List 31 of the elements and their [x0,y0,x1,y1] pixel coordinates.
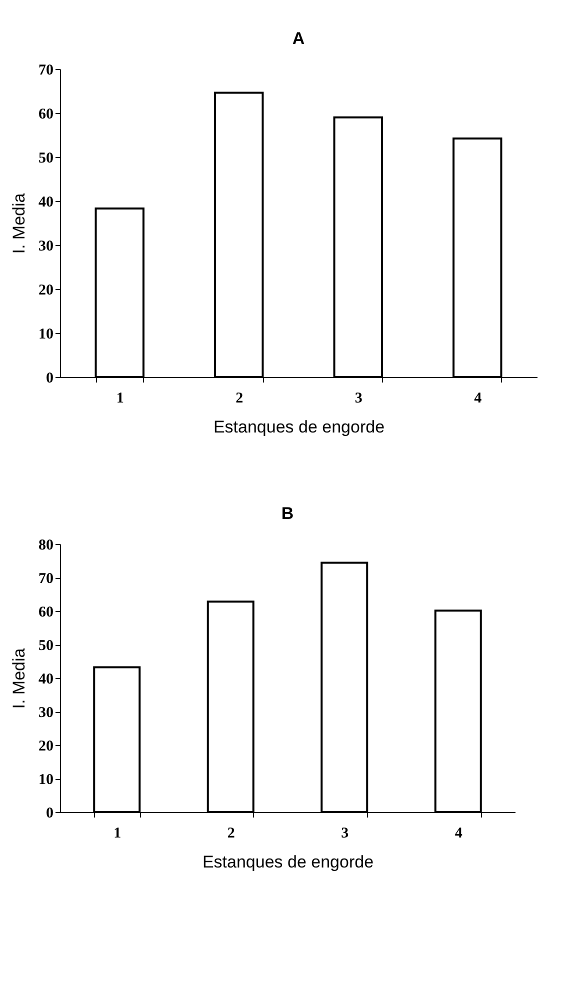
x-tick-label: 2 [236,390,244,406]
y-tick-label: 50 [38,150,54,166]
y-tick-label: 50 [38,638,54,654]
y-axis-title: I. Media [10,192,28,254]
x-tick-label: 1 [114,826,122,842]
x-axis-title: Estanques de engorde [202,852,374,872]
y-tick-label: 60 [38,604,54,620]
y-tick-label: 30 [38,705,54,721]
y-tick-label: 20 [38,738,54,754]
y-tick-label: 10 [38,772,54,788]
chart-title: A [292,29,305,48]
y-tick-label: 80 [38,538,54,554]
x-tick-label: 3 [354,390,362,406]
y-tick-label: 60 [38,106,54,122]
y-tick-label: 30 [38,238,54,254]
x-axis-title: Estanques de engorde [213,418,385,436]
y-tick-label: 40 [38,194,54,210]
x-tick-label: 2 [227,826,235,842]
x-tick-label: 4 [454,826,463,842]
chart-title: B [281,504,294,523]
x-tick-label: 4 [474,390,482,406]
y-tick-label: 70 [38,62,54,78]
x-tick-label: 1 [116,390,124,406]
y-tick-label: 20 [38,282,54,298]
y-tick-label: 0 [46,370,54,386]
y-tick-label: 10 [38,326,54,342]
x-tick-label: 3 [341,826,349,842]
y-tick-label: 0 [46,806,54,822]
y-axis-title: I. Media [10,648,28,709]
y-tick-label: 40 [38,672,54,688]
y-tick-label: 70 [38,571,54,587]
